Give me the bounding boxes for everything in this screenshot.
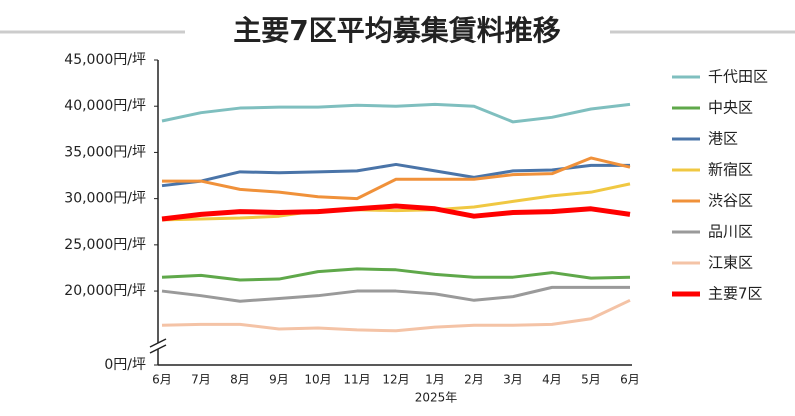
y-tick-label: 45,000円/坪 [64,52,146,68]
legend-label: 港区 [708,130,738,148]
x-tick-label: 12月 [382,373,409,387]
series-line [161,298,631,333]
chart-title: 主要7区平均募集賃料推移 [233,14,560,47]
axis-break-gap [150,343,166,349]
x-tick-label: 6月 [620,373,640,387]
series-line [161,203,631,222]
x-tick-label: 1月 [425,373,445,387]
x-tick-label: 5月 [581,373,601,387]
legend-label: 品川区 [708,223,753,241]
x-tick-label: 10月 [304,373,331,387]
x-tick-label: 6月 [152,373,172,387]
y-tick-label: 20,000円/坪 [64,283,146,299]
series-line [161,285,630,303]
x-tick-label: 3月 [503,373,523,387]
legend-label: 主要7区 [708,285,763,303]
legend-label: 江東区 [708,254,753,272]
series-line [161,102,631,124]
legend-label: 渋谷区 [708,192,753,210]
legend-label: 千代田区 [708,68,768,86]
x-tick-label: 9月 [269,373,289,387]
x-tick-label: 8月 [230,373,250,387]
x-tick-label: 2月 [464,373,484,387]
series-line [162,156,631,201]
axis-break [149,344,167,354]
y-tick-label: 0円/坪 [104,357,146,373]
x-tick-label: 11月 [343,373,370,387]
y-tick-label: 40,000円/坪 [64,98,146,114]
series-line [161,267,631,282]
x-tick-label: 7月 [191,373,211,387]
y-tick-label: 25,000円/坪 [64,237,146,253]
series-line [161,182,631,222]
x-axis-label: 2025年 [415,391,458,405]
legend-label: 中央区 [708,99,753,117]
legend-label: 新宿区 [708,161,753,179]
y-tick-label: 35,000円/坪 [64,144,146,160]
axis-break [149,338,167,348]
y-tick-label: 30,000円/坪 [64,191,146,207]
series-line [161,162,630,188]
x-tick-label: 4月 [542,373,562,387]
